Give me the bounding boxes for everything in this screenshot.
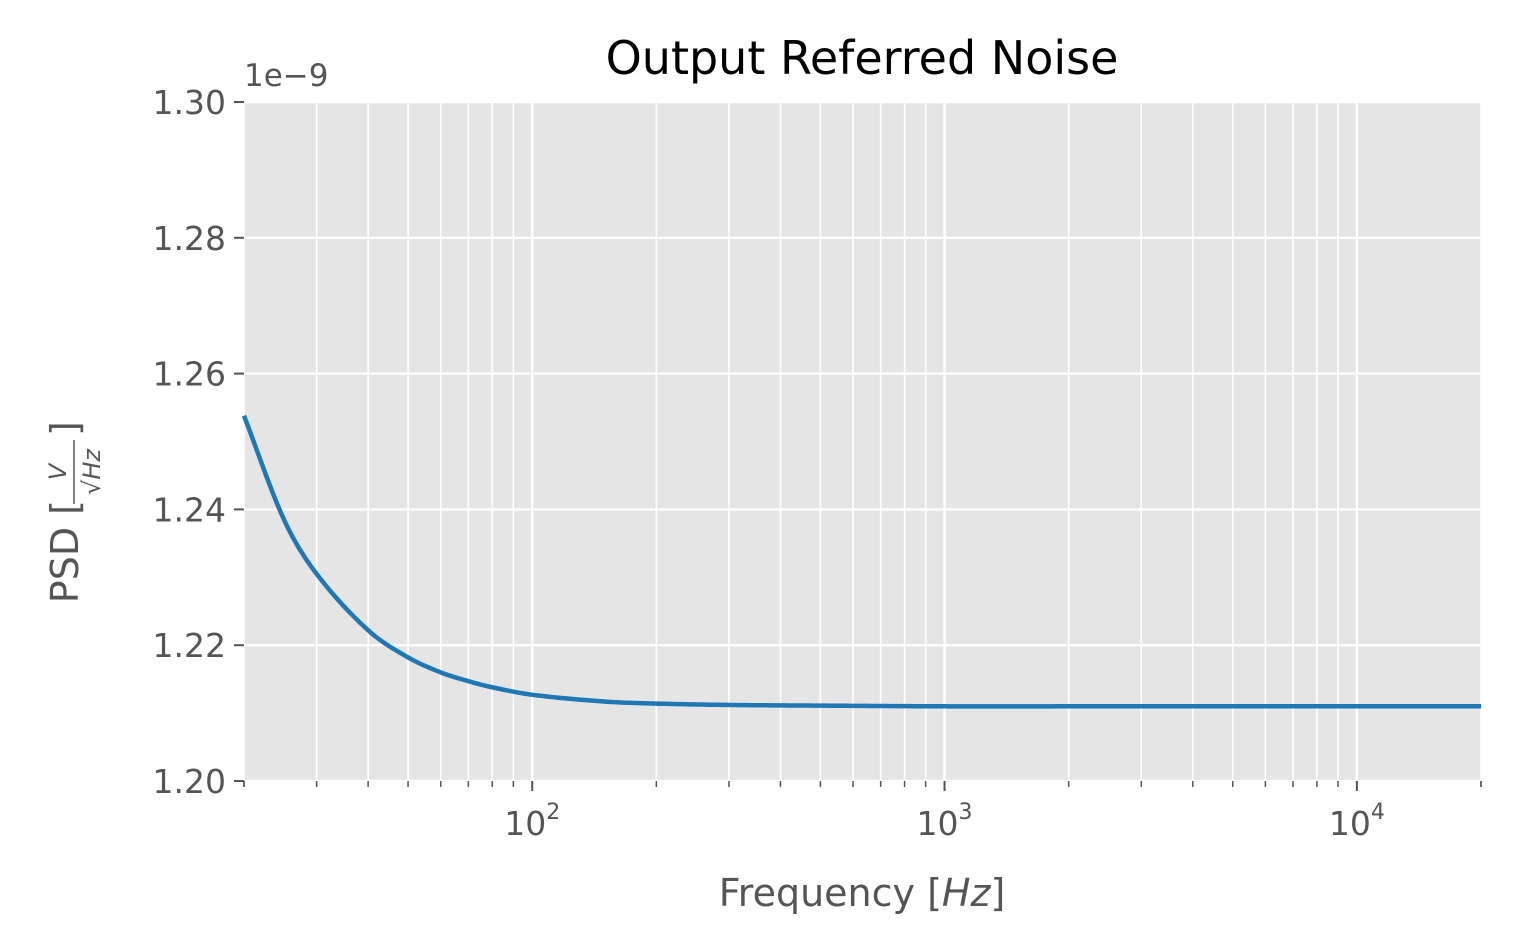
y-axis-label-suffix: ] [43,421,87,436]
y-axis-label-prefix: PSD [ [43,500,87,603]
y-axis-label: PSD [ V √Hz ] [43,421,106,603]
minor-grid [243,102,1482,781]
x-axis-label: Frequency [Hz] [719,871,1006,915]
series-line [241,414,1481,709]
x-tick-label: 102 [504,800,560,843]
chart-title: Output Referred Noise [606,31,1119,85]
y-tick-label: 1.22 [153,626,226,665]
x-tick-label: 104 [1329,800,1385,843]
plot-area [244,102,1481,781]
axis-ticks [234,101,1482,791]
y-tick-label: 1.30 [153,83,226,122]
major-grid [244,100,1481,783]
y-axis-label-denominator: √Hz [78,448,106,495]
y-offset-label: 1e−9 [244,58,329,94]
y-tick-label: 1.28 [153,219,226,258]
x-tick-label: 103 [917,800,973,843]
series-layer [241,414,1481,709]
y-tick-label: 1.20 [153,762,226,801]
y-tick-label: 1.26 [153,355,226,394]
y-tick-label: 1.24 [153,490,226,529]
tick-labels: 102 103 104 1.20 1.22 1.24 1.26 1.28 1.30 [153,83,1385,843]
y-axis-label-numerator: V [44,462,72,480]
